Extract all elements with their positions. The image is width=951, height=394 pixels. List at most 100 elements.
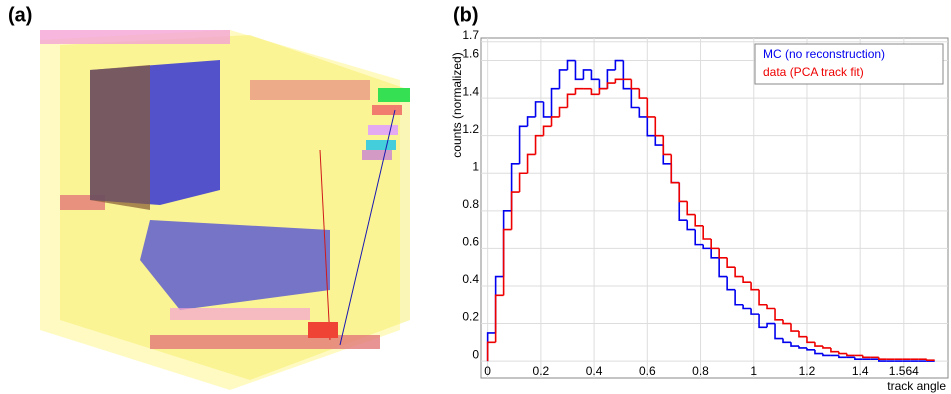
histogram-step (806, 336, 815, 344)
histogram-step (486, 332, 496, 362)
histogram-step (550, 87, 560, 117)
histogram-step (486, 341, 496, 362)
x-tick-label: 1.4 (852, 364, 869, 378)
histogram-step (718, 257, 728, 278)
histogram-step (670, 154, 680, 184)
histogram-step (542, 125, 552, 136)
histogram-step (502, 210, 512, 277)
histogram-step (702, 244, 712, 250)
x-tick-label: 1.2 (799, 364, 816, 378)
histogram-step (622, 60, 632, 90)
histogram-step (510, 163, 520, 211)
histogram-step (630, 79, 640, 90)
histogram-step (566, 59, 576, 70)
histogram-step (822, 353, 831, 357)
x-tick-label: 0.8 (692, 364, 709, 378)
histogram-step (742, 276, 752, 283)
x-tick-label: 1.564 (889, 364, 919, 378)
x-tick-label: 0.2 (533, 364, 550, 378)
histogram-step (510, 191, 520, 230)
histogram-step (598, 87, 608, 95)
y-tick-label: 1.2 (462, 122, 479, 136)
histogram-step (606, 69, 616, 89)
panel-label: (b) (453, 4, 479, 26)
x-axis-label: track angle (887, 379, 946, 393)
y-tick-label: 1.7 (462, 28, 479, 42)
y-tick-label: 1 (472, 159, 479, 173)
histogram-step (606, 82, 616, 89)
histogram-step (590, 69, 600, 81)
histogram-step (790, 342, 799, 347)
histogram-step (598, 79, 608, 90)
histogram-step (830, 347, 839, 353)
legend-box (754, 43, 944, 85)
histogram-step (774, 323, 784, 340)
histogram-step (686, 220, 696, 231)
histogram-step (654, 116, 664, 137)
histogram-step (814, 342, 823, 347)
histogram-step (686, 201, 696, 216)
histogram-step (750, 282, 760, 291)
histogram-step (742, 304, 752, 310)
histogram-step (566, 93, 576, 108)
histogram-step (838, 355, 847, 359)
histogram-step (638, 107, 648, 118)
histogram-step (925, 359, 935, 361)
histogram-step (654, 135, 664, 146)
histogram-step (814, 349, 823, 355)
histogram-step (542, 101, 552, 118)
histogram-step (726, 276, 736, 291)
histogram-step (550, 116, 560, 127)
histogram-step (494, 294, 504, 343)
histogram-step (630, 88, 640, 109)
histogram-step (798, 346, 807, 349)
histogram-step (782, 338, 792, 344)
histogram-step (750, 308, 760, 315)
histogram-step (726, 257, 736, 268)
histogram-step (846, 353, 855, 357)
histogram-step (526, 116, 536, 127)
y-axis-label: counts (normalized) (450, 52, 464, 157)
histogram-step (734, 267, 744, 278)
histogram-step (526, 153, 536, 174)
y-tick-label: 0.8 (462, 197, 479, 211)
x-tick-label: 1 (750, 364, 757, 378)
histogram-step (766, 304, 776, 310)
histogram-step (734, 289, 744, 306)
histogram-step (766, 322, 776, 328)
histogram-step (574, 87, 584, 95)
histogram-step (590, 88, 600, 96)
histogram-step (646, 98, 656, 118)
histogram-step (558, 106, 568, 117)
histogram-step (614, 59, 624, 70)
y-tick-label: 0.4 (462, 272, 479, 286)
histogram-step (710, 238, 720, 250)
histogram-step (694, 214, 704, 227)
histogram-step (574, 60, 584, 81)
histogram-step (758, 314, 768, 329)
histogram-step (502, 228, 512, 296)
detector-render (40, 30, 410, 390)
x-tick-label: 0.4 (586, 364, 603, 378)
histogram-step (638, 88, 648, 99)
histogram-step (582, 69, 592, 80)
histogram-step (878, 357, 887, 361)
panel-label: (a) (8, 4, 32, 26)
legend-entry: MC (no reconstruction) (763, 47, 885, 61)
y-tick-label: 1.6 (462, 47, 479, 61)
histogram-step (518, 172, 528, 193)
histogram-step (646, 116, 656, 137)
histogram-step (534, 134, 544, 155)
histogram-step (558, 69, 568, 89)
histogram-step (798, 331, 807, 338)
histogram-step (534, 101, 544, 117)
histogram-step (718, 248, 728, 259)
histogram-step (710, 248, 720, 259)
histogram-step (782, 319, 792, 325)
histogram-step (758, 289, 768, 306)
histogram-step (662, 135, 672, 156)
histogram-step (790, 323, 799, 332)
plot-frame (480, 37, 949, 379)
histogram-step (518, 125, 528, 164)
